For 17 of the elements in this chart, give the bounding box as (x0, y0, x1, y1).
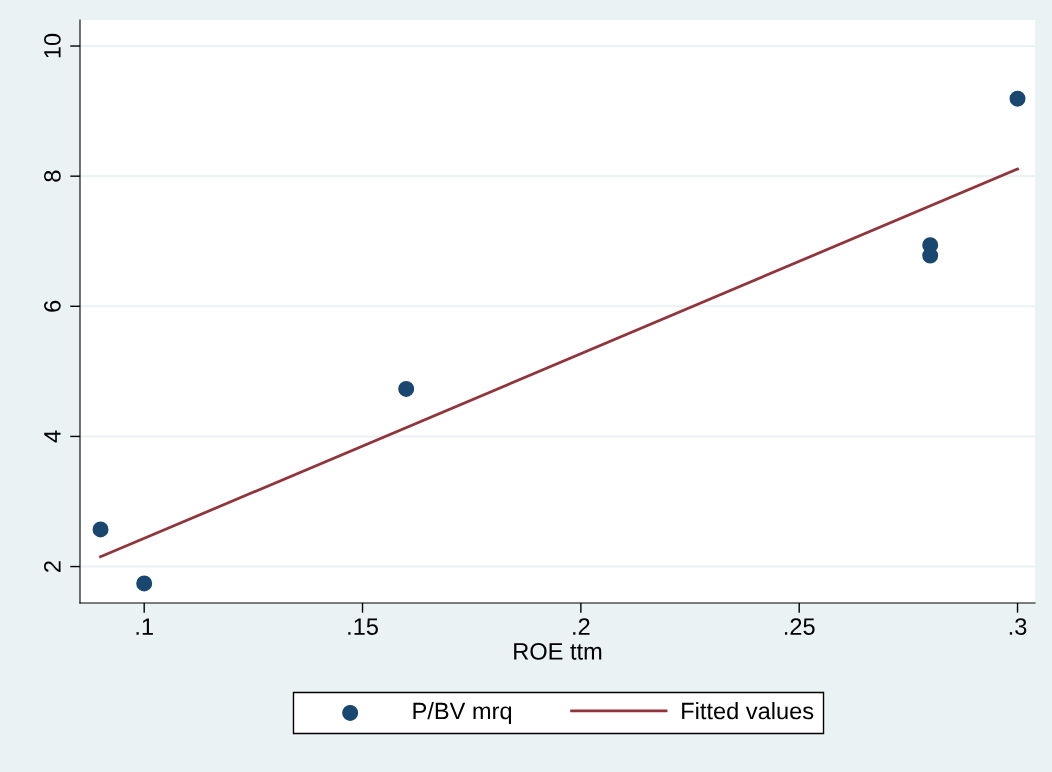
y-tick-label: 6 (44, 300, 61, 312)
y-tick-label: 8 (44, 170, 61, 182)
point (1009, 90, 1026, 107)
x-tick-label: .2 (573, 618, 590, 635)
point (92, 521, 109, 538)
x-tick-label: .15 (348, 618, 378, 635)
legend-label: Fitted values (682, 701, 814, 720)
legend-label: P/BV mrq (413, 701, 512, 725)
x-tick-label: .3 (1009, 618, 1027, 635)
y-tick-label: 4 (44, 430, 61, 443)
y-tick-label: 2 (44, 561, 61, 572)
point (398, 380, 415, 397)
x-tick-label: .25 (784, 618, 815, 635)
x-tick-label: .1 (136, 618, 153, 635)
y-tick-label: 10 (44, 33, 61, 58)
point (136, 575, 153, 592)
x-axis-title: ROE ttm (514, 642, 602, 660)
